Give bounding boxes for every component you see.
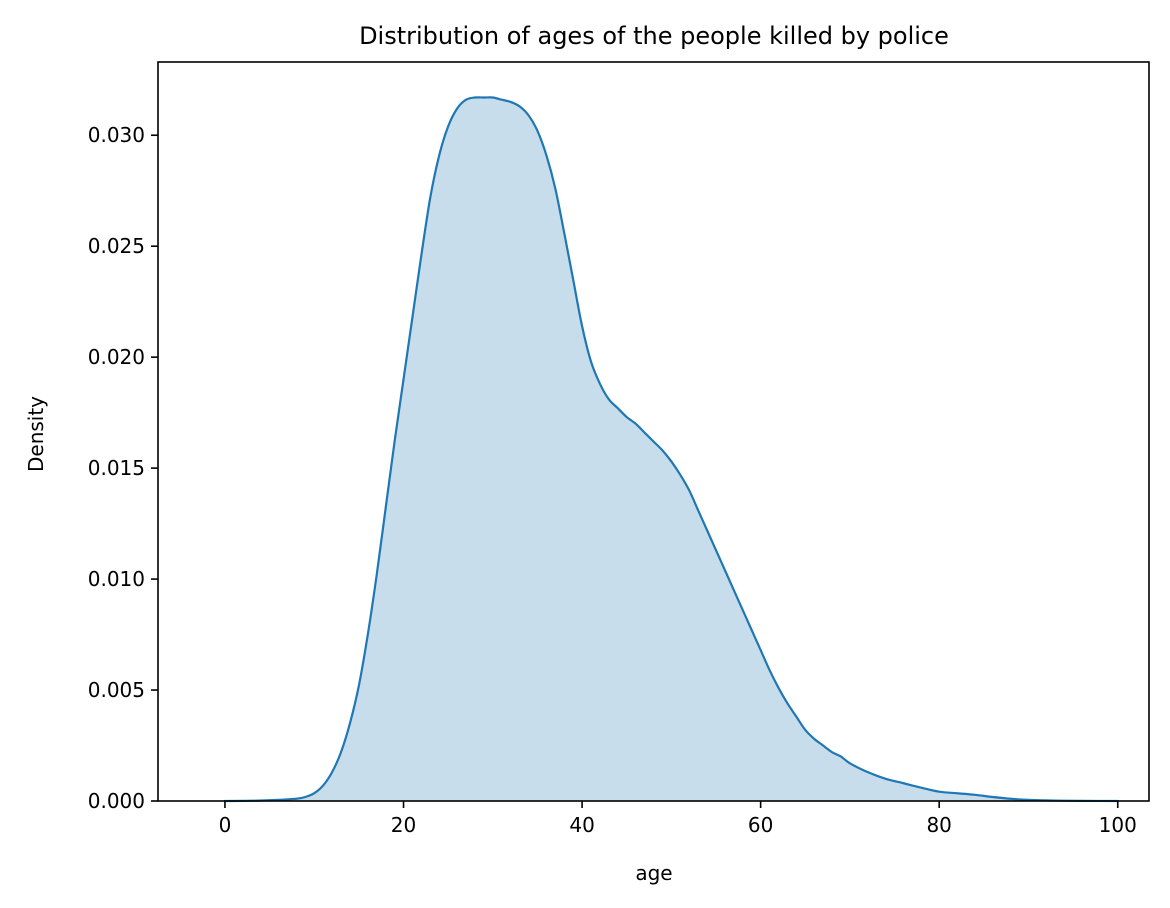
- y-tick-label: 0.005: [88, 678, 145, 702]
- y-tick-label: 0.010: [88, 567, 145, 591]
- plot-frame: [157, 61, 1150, 802]
- y-axis-label: Density: [24, 396, 48, 472]
- x-tick-label: 0: [219, 813, 232, 837]
- x-axis-label: age: [635, 861, 672, 885]
- x-tick-label: 40: [569, 813, 594, 837]
- x-tick-label: 60: [748, 813, 773, 837]
- x-axis: 0 20 40 60 80 100: [219, 801, 1137, 837]
- x-tick-label: 100: [1099, 813, 1137, 837]
- y-tick-label: 0.020: [88, 345, 145, 369]
- y-tick-label: 0.030: [88, 123, 145, 147]
- y-tick-label: 0.000: [88, 789, 145, 813]
- y-axis: 0.000 0.005 0.010 0.015 0.020 0.025 0.030: [88, 123, 158, 813]
- density-fill-area: [224, 97, 1118, 801]
- y-tick-label: 0.025: [88, 234, 145, 258]
- y-tick-label: 0.015: [88, 456, 145, 480]
- plot-area: [223, 96, 1119, 803]
- chart-title: Distribution of ages of the people kille…: [359, 22, 949, 50]
- x-tick-label: 20: [391, 813, 416, 837]
- density-curve-line: [223, 96, 1119, 803]
- x-tick-label: 80: [926, 813, 951, 837]
